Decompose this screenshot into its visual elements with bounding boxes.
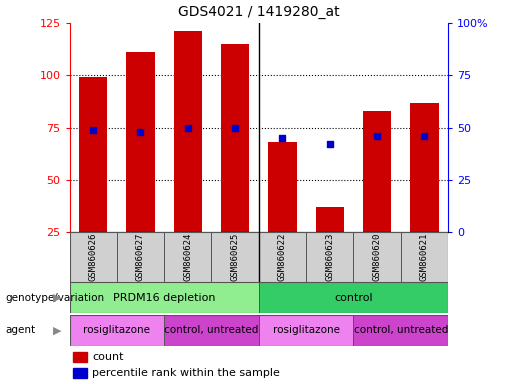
Text: GSM860624: GSM860624 [183,233,192,281]
Text: rosiglitazone: rosiglitazone [83,325,150,335]
Bar [164,232,212,282]
Text: GSM860623: GSM860623 [325,233,334,281]
Bar [164,315,259,346]
Bar [70,282,259,313]
Bar [268,142,297,232]
Bar [73,368,87,378]
Bar [353,232,401,282]
Text: rosiglitazone: rosiglitazone [272,325,339,335]
Text: GSM860622: GSM860622 [278,233,287,281]
Bar [259,315,353,346]
Text: ▶: ▶ [53,325,62,335]
Bar [259,232,306,282]
Bar [117,232,164,282]
Bar [363,111,391,232]
Point [373,133,381,139]
Point [136,129,145,135]
Text: control, untreated: control, untreated [164,325,259,335]
Text: PRDM16 depletion: PRDM16 depletion [113,293,215,303]
Point [89,127,97,133]
Text: GSM860626: GSM860626 [89,233,98,281]
Bar [70,232,117,282]
Point [420,133,428,139]
Text: count: count [92,352,124,362]
Text: control, untreated: control, untreated [353,325,448,335]
Bar [306,232,353,282]
Text: GSM860620: GSM860620 [372,233,382,281]
Bar [353,315,448,346]
Text: percentile rank within the sample: percentile rank within the sample [92,368,280,378]
Text: GSM860621: GSM860621 [420,233,429,281]
Text: GSM860625: GSM860625 [231,233,239,281]
Bar [316,207,344,232]
Text: control: control [334,293,373,303]
Bar [221,44,249,232]
Text: GSM860627: GSM860627 [136,233,145,281]
Bar [70,315,164,346]
Title: GDS4021 / 1419280_at: GDS4021 / 1419280_at [178,5,339,19]
Bar [410,103,439,232]
Point [278,135,286,141]
Bar [401,232,448,282]
Point [325,141,334,147]
Bar [259,282,448,313]
Text: agent: agent [5,325,35,335]
Point [184,124,192,131]
Bar [212,232,259,282]
Bar [79,78,108,232]
Bar [174,31,202,232]
Point [231,124,239,131]
Bar [126,52,154,232]
Text: genotype/variation: genotype/variation [5,293,104,303]
Bar [73,353,87,362]
Text: ▶: ▶ [53,293,62,303]
